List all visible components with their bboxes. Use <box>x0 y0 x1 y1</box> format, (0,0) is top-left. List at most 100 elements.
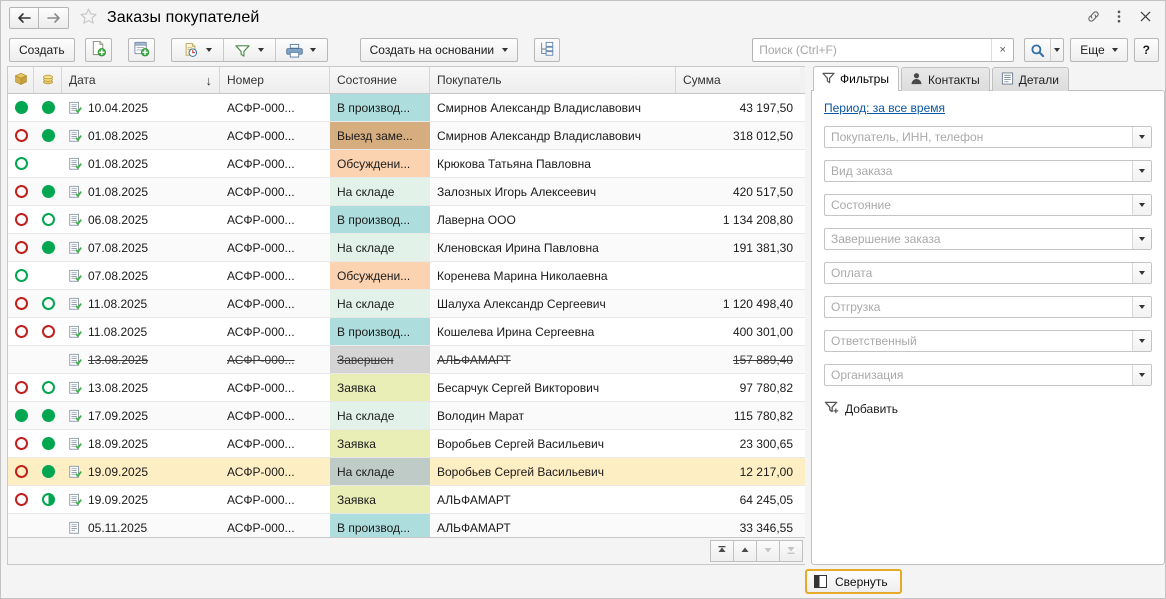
column-header-sum[interactable]: Сумма <box>676 67 800 93</box>
cell-date: 06.08.2025 <box>62 206 220 233</box>
filter-input[interactable] <box>825 331 1132 351</box>
table-row[interactable]: 01.08.2025 АСФР-000... Обсуждени... Крюкова… <box>8 150 805 178</box>
filter-field[interactable] <box>824 194 1152 216</box>
report-button[interactable] <box>172 39 223 61</box>
filter-input[interactable] <box>825 161 1132 181</box>
create-based-on-button[interactable]: Создать на основании <box>359 38 519 62</box>
row-indicator-payment <box>34 318 62 345</box>
cell-status: На складе <box>330 458 430 485</box>
filter-input[interactable] <box>825 365 1132 385</box>
doc-check-icon <box>68 157 82 171</box>
search-input[interactable] <box>753 39 992 61</box>
cell-date-text: 17.09.2025 <box>88 408 149 423</box>
tab-contacts[interactable]: Контакты <box>900 67 990 91</box>
filter-field[interactable] <box>824 160 1152 182</box>
collapse-button[interactable]: Свернуть <box>805 569 902 594</box>
filter-field[interactable] <box>824 296 1152 318</box>
filter-dropdown-arrow[interactable] <box>255 48 268 52</box>
row-indicator-package <box>8 486 34 513</box>
print-button[interactable] <box>274 39 327 61</box>
chevron-down-icon[interactable] <box>1132 297 1151 317</box>
table-row[interactable]: 17.09.2025 АСФР-000... На складе Володин Ма… <box>8 402 805 430</box>
column-header-number[interactable]: Номер <box>220 67 330 93</box>
filter-input[interactable] <box>825 229 1132 249</box>
table-row[interactable]: 01.08.2025 АСФР-000... Выезд заме... Смирно… <box>8 122 805 150</box>
arrow-right-icon <box>46 12 61 24</box>
filter-fields <box>824 126 1152 398</box>
cell-sum: 97 780,82 <box>739 380 793 395</box>
add-filter-button[interactable]: Добавить <box>824 400 898 418</box>
add-filter-label: Добавить <box>845 402 899 416</box>
table-row[interactable]: 05.11.2025 АСФР-000... В производ... АЛЬФАМ… <box>8 514 805 537</box>
table-row[interactable]: 07.08.2025 АСФР-000... Обсуждени... Коренев… <box>8 262 805 290</box>
search-box[interactable]: × <box>752 38 1015 62</box>
table-row[interactable]: 07.08.2025 АСФР-000... На складе Кленовская… <box>8 234 805 262</box>
filter-input[interactable] <box>825 127 1132 147</box>
tab-filters[interactable]: Фильтры <box>813 66 899 91</box>
search-clear-button[interactable]: × <box>991 39 1013 61</box>
cell-customer: Воробьев Сергей Васильевич <box>437 464 605 479</box>
column-header-package[interactable] <box>8 67 34 93</box>
cell-customer: Воробьев Сергей Васильевич <box>437 436 605 451</box>
period-link[interactable]: Период: за все время <box>824 101 945 115</box>
fill-form-button[interactable] <box>127 38 155 62</box>
more-button[interactable]: Еще <box>1070 38 1128 62</box>
go-next-button[interactable] <box>756 540 780 562</box>
table-row[interactable]: 11.08.2025 АСФР-000... В производ... Кошеле… <box>8 318 805 346</box>
cell-date-text: 07.08.2025 <box>88 268 149 283</box>
column-header-date[interactable]: Дата ↓ <box>62 67 220 93</box>
go-prev-button[interactable] <box>733 540 757 562</box>
report-dropdown-arrow[interactable] <box>203 48 216 52</box>
filter-input[interactable] <box>825 297 1132 317</box>
status-circle-icon <box>14 465 28 478</box>
doc-check-icon <box>68 325 82 339</box>
help-button[interactable]: ? <box>1133 38 1159 62</box>
column-header-status[interactable]: Состояние <box>330 67 430 93</box>
table-row[interactable]: 10.04.2025 АСФР-000... В производ... Смирно… <box>8 94 805 122</box>
cell-sum: 420 517,50 <box>732 184 793 199</box>
forward-button[interactable] <box>39 6 69 29</box>
back-button[interactable] <box>9 6 39 29</box>
chevron-down-icon[interactable] <box>1132 229 1151 249</box>
table-row[interactable]: 18.09.2025 АСФР-000... Заявка Воробьев Серг… <box>8 430 805 458</box>
chevron-down-icon[interactable] <box>1132 161 1151 181</box>
table-row[interactable]: 06.08.2025 АСФР-000... В производ... Лаверн… <box>8 206 805 234</box>
chevron-down-icon[interactable] <box>1132 195 1151 215</box>
filter-field[interactable] <box>824 330 1152 352</box>
structure-button[interactable] <box>534 38 561 62</box>
go-first-button[interactable] <box>710 540 734 562</box>
table-row[interactable]: 11.08.2025 АСФР-000... На складе Шалуха Але… <box>8 290 805 318</box>
go-last-button[interactable] <box>779 540 803 562</box>
chevron-down-icon[interactable] <box>1132 127 1151 147</box>
cell-customer: Смирнов Александр Владиславович <box>437 100 641 115</box>
filter-field[interactable] <box>824 126 1152 148</box>
column-header-customer[interactable]: Покупатель <box>430 67 676 93</box>
filter-field[interactable] <box>824 364 1152 386</box>
chevron-down-icon[interactable] <box>1132 331 1151 351</box>
filter-input[interactable] <box>825 263 1132 283</box>
filter-field[interactable] <box>824 228 1152 250</box>
column-header-payment[interactable] <box>34 67 62 93</box>
table-row[interactable]: 19.09.2025 АСФР-000... На складе Воробьев С… <box>8 458 805 486</box>
copy-document-button[interactable] <box>84 38 112 62</box>
close-button[interactable] <box>1133 6 1157 30</box>
chevron-down-icon[interactable] <box>1132 365 1151 385</box>
print-dropdown-arrow[interactable] <box>307 48 320 52</box>
table-row[interactable]: 13.08.2025 АСФР-000... Завершен АЛЬФАМАРТ 15… <box>8 346 805 374</box>
favorite-button[interactable] <box>79 7 98 29</box>
table-row[interactable]: 19.09.2025 АСФР-000... Заявка АЛЬФАМАРТ 64 2… <box>8 486 805 514</box>
filter-input[interactable] <box>825 195 1132 215</box>
search-options-button[interactable] <box>1024 38 1065 62</box>
search-dropdown-arrow[interactable] <box>1050 39 1063 61</box>
chevron-down-icon[interactable] <box>1132 263 1151 283</box>
go-first-icon <box>716 544 728 558</box>
filter-field[interactable] <box>824 262 1152 284</box>
tab-details[interactable]: Детали <box>991 67 1069 91</box>
table-row[interactable]: 13.08.2025 АСФР-000... Заявка Бесарчук Серг… <box>8 374 805 402</box>
more-menu-button[interactable] <box>1107 6 1131 30</box>
create-button[interactable]: Создать <box>9 38 75 62</box>
table-row[interactable]: 01.08.2025 АСФР-000... На складе Залозных И… <box>8 178 805 206</box>
cell-number: АСФР-000... <box>227 492 295 507</box>
link-button[interactable] <box>1081 6 1105 30</box>
filter-button[interactable] <box>222 39 275 61</box>
